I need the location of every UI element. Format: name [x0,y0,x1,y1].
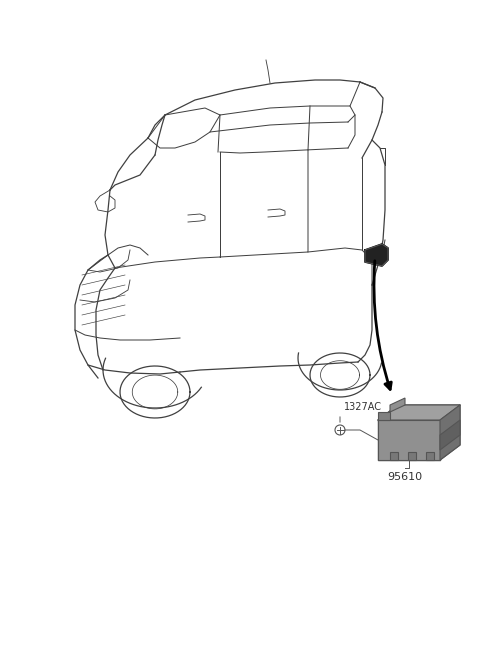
Polygon shape [390,452,398,460]
Text: 1327AC: 1327AC [344,402,382,412]
Polygon shape [365,244,388,266]
Polygon shape [440,420,460,450]
Polygon shape [390,398,405,412]
Polygon shape [378,420,440,460]
Text: 95610: 95610 [387,472,422,482]
Polygon shape [426,452,434,460]
Polygon shape [440,405,460,460]
Polygon shape [378,412,390,420]
Polygon shape [378,405,460,420]
Polygon shape [408,452,416,460]
